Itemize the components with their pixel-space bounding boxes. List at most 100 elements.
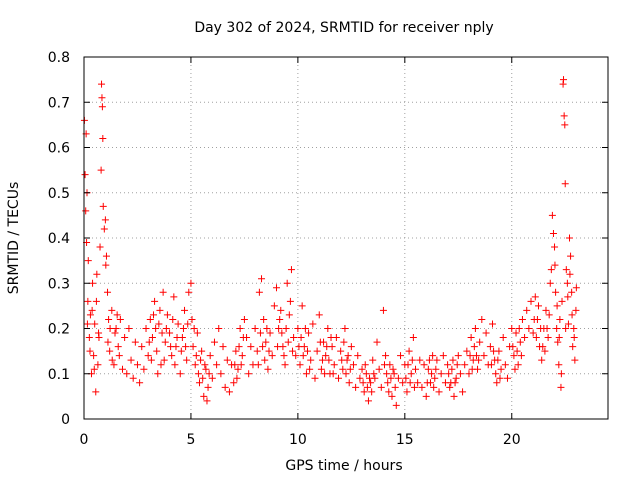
- data-point: [394, 374, 402, 382]
- data-point: [173, 334, 181, 342]
- data-point: [98, 94, 106, 102]
- data-point: [339, 365, 347, 373]
- data-point: [561, 180, 569, 188]
- data-point: [340, 338, 348, 346]
- x-tick-label: 10: [289, 432, 307, 448]
- data-point: [368, 388, 376, 396]
- data-point: [311, 374, 319, 382]
- data-point: [472, 352, 480, 360]
- x-tick-label: 20: [503, 432, 521, 448]
- data-point: [184, 320, 192, 328]
- data-point: [366, 374, 374, 382]
- data-point: [539, 343, 547, 351]
- data-point: [338, 356, 346, 364]
- y-axis-label: SRMTID / TECUs: [6, 182, 22, 295]
- data-point: [555, 334, 563, 342]
- data-point: [466, 352, 474, 360]
- data-point: [560, 112, 568, 120]
- data-point: [272, 284, 280, 292]
- data-point: [163, 311, 171, 319]
- data-point: [162, 325, 170, 332]
- data-point: [478, 315, 486, 323]
- data-point: [508, 325, 516, 332]
- data-point: [111, 329, 119, 337]
- data-point: [187, 279, 195, 287]
- data-point: [302, 370, 310, 378]
- data-point: [299, 352, 307, 360]
- data-point: [146, 315, 154, 323]
- data-point: [213, 361, 221, 369]
- data-point: [102, 252, 110, 260]
- data-point: [562, 266, 570, 274]
- data-point: [407, 370, 415, 378]
- data-point: [545, 311, 553, 319]
- data-point: [518, 315, 526, 323]
- data-point: [253, 347, 261, 355]
- data-point: [256, 329, 264, 337]
- data-point: [489, 320, 497, 328]
- data-point: [89, 279, 97, 287]
- data-point: [121, 334, 129, 342]
- data-point: [367, 379, 375, 387]
- data-point: [551, 261, 559, 269]
- data-point: [183, 356, 191, 364]
- data-point: [84, 297, 92, 305]
- data-point: [555, 361, 563, 369]
- data-point: [335, 374, 343, 382]
- y-tick-label: 0.5: [48, 186, 70, 202]
- data-point: [142, 325, 150, 332]
- data-point: [181, 306, 189, 314]
- data-point: [529, 329, 537, 337]
- data-point: [225, 388, 233, 396]
- x-tick-label: 5: [186, 432, 195, 448]
- data-point: [200, 392, 208, 400]
- data-point: [152, 325, 160, 332]
- data-point: [475, 356, 483, 364]
- data-point: [562, 325, 570, 332]
- data-point: [290, 334, 298, 342]
- data-point: [170, 293, 178, 301]
- data-point: [113, 311, 121, 319]
- data-point: [404, 361, 412, 369]
- data-point: [364, 397, 372, 405]
- data-point: [153, 347, 161, 355]
- data-point: [431, 374, 439, 382]
- data-point: [81, 171, 89, 179]
- data-point: [547, 266, 555, 274]
- data-point: [512, 329, 520, 337]
- data-point: [347, 343, 355, 351]
- x-axis-label: GPS time / hours: [285, 458, 402, 474]
- data-point: [572, 284, 580, 292]
- data-point: [156, 306, 164, 314]
- data-point: [157, 361, 165, 369]
- data-point: [459, 388, 467, 396]
- data-point: [317, 365, 325, 373]
- data-point: [561, 121, 569, 129]
- data-point: [263, 325, 271, 332]
- data-point: [176, 370, 184, 378]
- data-point: [108, 306, 116, 314]
- data-point: [454, 352, 462, 360]
- data-point: [429, 352, 437, 360]
- data-point: [439, 352, 447, 360]
- data-point: [373, 338, 381, 346]
- data-point: [523, 306, 531, 314]
- data-point: [261, 356, 269, 364]
- data-point: [230, 379, 238, 387]
- data-point: [275, 325, 283, 332]
- data-point: [330, 361, 338, 369]
- data-point: [564, 320, 572, 328]
- data-point: [177, 347, 185, 355]
- data-point: [295, 343, 303, 351]
- data-point: [403, 388, 411, 396]
- data-point: [321, 370, 329, 378]
- data-point: [236, 325, 244, 332]
- data-point: [405, 347, 413, 355]
- data-point: [168, 352, 176, 360]
- data-point: [294, 325, 302, 332]
- data-point: [521, 334, 529, 342]
- data-point: [542, 306, 550, 314]
- data-point: [416, 356, 424, 364]
- data-point: [292, 352, 300, 360]
- data-point: [270, 302, 278, 310]
